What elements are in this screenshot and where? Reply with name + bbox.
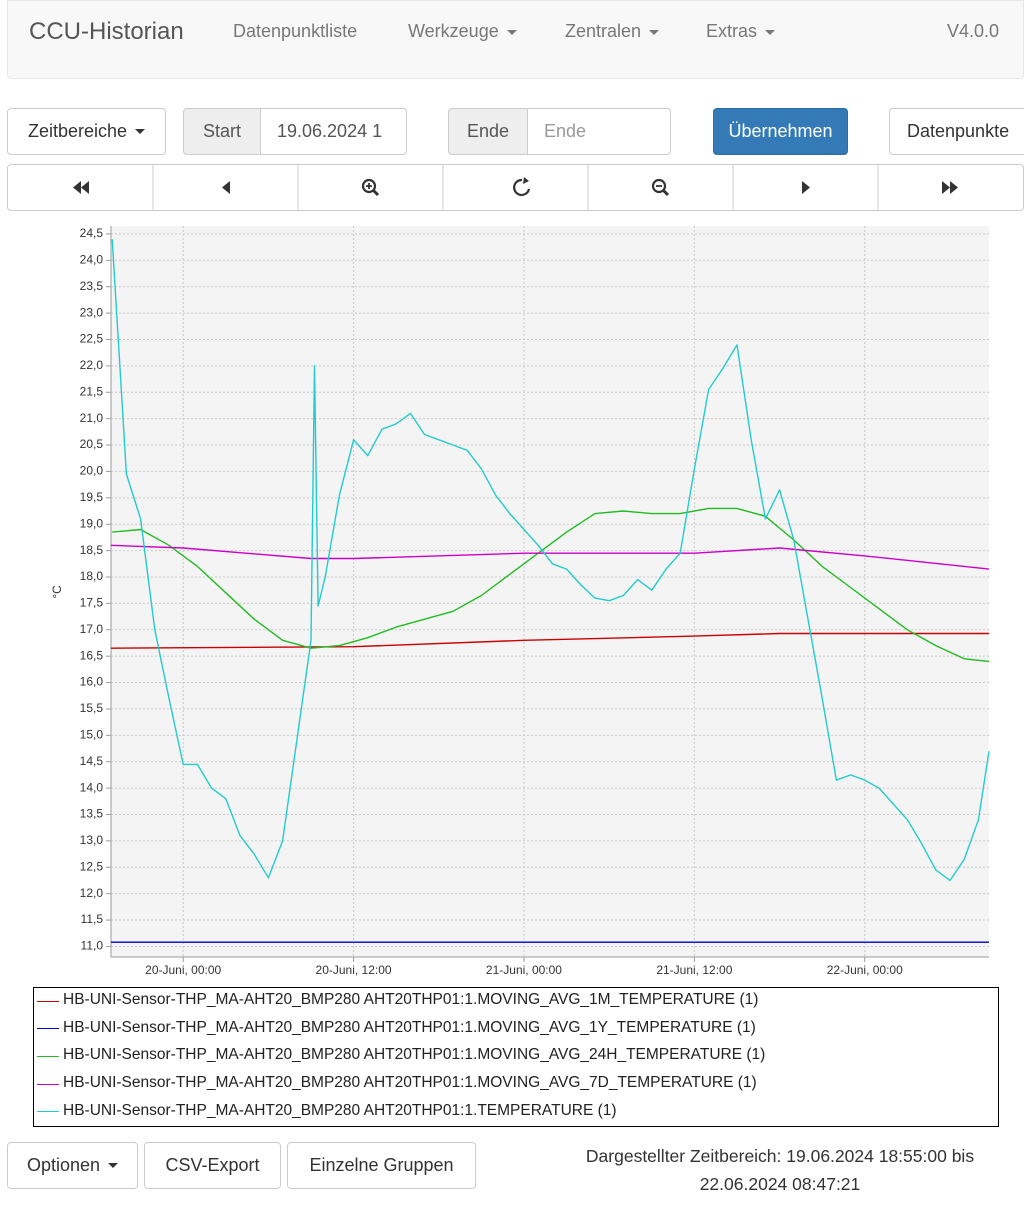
- y-tick-label: 17,5: [80, 596, 104, 610]
- y-tick-label: 12,0: [80, 886, 104, 900]
- datapoints-button[interactable]: Datenpunkte: [889, 108, 1024, 155]
- apply-button[interactable]: Übernehmen: [713, 108, 848, 155]
- y-tick-label: 18,5: [80, 543, 104, 557]
- legend-swatch: [37, 1055, 59, 1057]
- forward-button[interactable]: [802, 181, 810, 194]
- y-tick-label: 24,0: [80, 252, 104, 266]
- series-line: [110, 544, 990, 570]
- y-tick-label: 11,5: [81, 912, 104, 926]
- series-line: [111, 239, 990, 882]
- version: V4.0.0: [947, 21, 1000, 41]
- back-button[interactable]: [222, 181, 230, 194]
- y-tick-label: 24,5: [80, 226, 104, 240]
- y-tick-label: 11,0: [81, 939, 104, 953]
- y-tick-label: 14,5: [80, 754, 104, 768]
- zoom-out-button[interactable]: [651, 178, 670, 197]
- legend-entry[interactable]: HB-UNI-Sensor-THP_MA-AHT20_BMP280 AHT20T…: [63, 1074, 757, 1092]
- legend: HB-UNI-Sensor-THP_MA-AHT20_BMP280 AHT20T…: [33, 987, 999, 1127]
- legend-entry[interactable]: HB-UNI-Sensor-THP_MA-AHT20_BMP280 AHT20T…: [63, 1101, 617, 1119]
- start-input[interactable]: 19.06.2024 1: [260, 108, 407, 155]
- ranges-button[interactable]: Zeitbereiche: [7, 108, 166, 155]
- plot-area: [111, 226, 989, 957]
- start-label: Start: [183, 108, 261, 155]
- y-tick-label: 15,0: [80, 727, 104, 741]
- y-tick-label: 16,0: [80, 675, 104, 689]
- legend-swatch: [37, 1000, 59, 1002]
- y-tick-label: 22,5: [80, 332, 104, 346]
- y-tick-label: 14,0: [80, 780, 104, 794]
- nav-item[interactable]: Zentralen: [565, 21, 659, 42]
- ticks: 11,0 11,5 12,0 12,5 13,0 13,5 14,0 14,5 15,0 15,5…: [80, 226, 903, 977]
- y-axis-label: °C: [50, 585, 64, 599]
- y-tick-label: 23,5: [80, 279, 104, 293]
- legend-swatch: [37, 1028, 59, 1030]
- y-tick-label: 16,5: [80, 648, 104, 662]
- csv-export-button[interactable]: CSV-Export: [144, 1142, 281, 1189]
- navigation-icons: [73, 165, 958, 210]
- x-tick-label: 20-Juni, 12:00: [316, 963, 392, 977]
- y-tick-label: 22,0: [80, 358, 104, 372]
- navbar: CCU-Historian Datenpunktliste Werkzeuge …: [7, 0, 1024, 79]
- y-tick-label: 15,5: [80, 701, 104, 715]
- y-tick-label: 21,5: [80, 384, 104, 398]
- y-tick-label: 21,0: [80, 411, 104, 425]
- series-line: [112, 507, 990, 663]
- y-tick-label: 13,5: [80, 807, 104, 821]
- nav-item[interactable]: Werkzeuge: [408, 21, 517, 42]
- end-input[interactable]: Ende: [527, 108, 671, 155]
- legend-entry[interactable]: HB-UNI-Sensor-THP_MA-AHT20_BMP280 AHT20T…: [63, 1018, 756, 1036]
- groups-button[interactable]: Einzelne Gruppen: [287, 1142, 476, 1189]
- legend-swatch: [37, 1083, 59, 1085]
- nav-item[interactable]: Extras: [706, 21, 775, 42]
- y-tick-label: 17,0: [80, 622, 104, 636]
- time-range-text: Dargestellter Zeitbereich: 19.06.2024 18…: [585, 1146, 975, 1194]
- legend-entry[interactable]: HB-UNI-Sensor-THP_MA-AHT20_BMP280 AHT20T…: [63, 1046, 766, 1064]
- y-tick-label: 20,5: [80, 437, 104, 451]
- navigation-bar: [7, 164, 1024, 211]
- refresh-button[interactable]: [513, 177, 531, 197]
- x-tick-label: 22-Juni, 00:00: [827, 963, 903, 977]
- options-button[interactable]: Optionen: [7, 1142, 138, 1189]
- last-button[interactable]: [942, 181, 958, 194]
- first-button[interactable]: [73, 181, 89, 194]
- y-tick-label: 12,5: [80, 859, 104, 873]
- y-tick-label: 23,0: [80, 305, 104, 319]
- x-tick-label: 21-Juni, 00:00: [486, 963, 562, 977]
- zoom-in-button[interactable]: [361, 178, 380, 197]
- legend-entry[interactable]: HB-UNI-Sensor-THP_MA-AHT20_BMP280 AHT20T…: [63, 991, 759, 1008]
- brand[interactable]: CCU-Historian: [29, 18, 184, 45]
- nav-item[interactable]: Datenpunktliste: [233, 21, 358, 41]
- x-tick-label: 21-Juni, 12:00: [656, 963, 732, 977]
- y-tick-label: 13,0: [80, 833, 104, 847]
- y-tick-label: 18,0: [80, 569, 104, 583]
- series-line: [110, 632, 989, 649]
- grid: [111, 226, 989, 957]
- x-tick-label: 20-Juni, 00:00: [145, 963, 221, 977]
- y-tick-label: 19,5: [80, 490, 104, 504]
- y-tick-label: 20,0: [80, 464, 104, 478]
- legend-swatch: [37, 1111, 59, 1113]
- end-label: Ende: [448, 108, 528, 155]
- y-tick-label: 19,0: [80, 516, 104, 530]
